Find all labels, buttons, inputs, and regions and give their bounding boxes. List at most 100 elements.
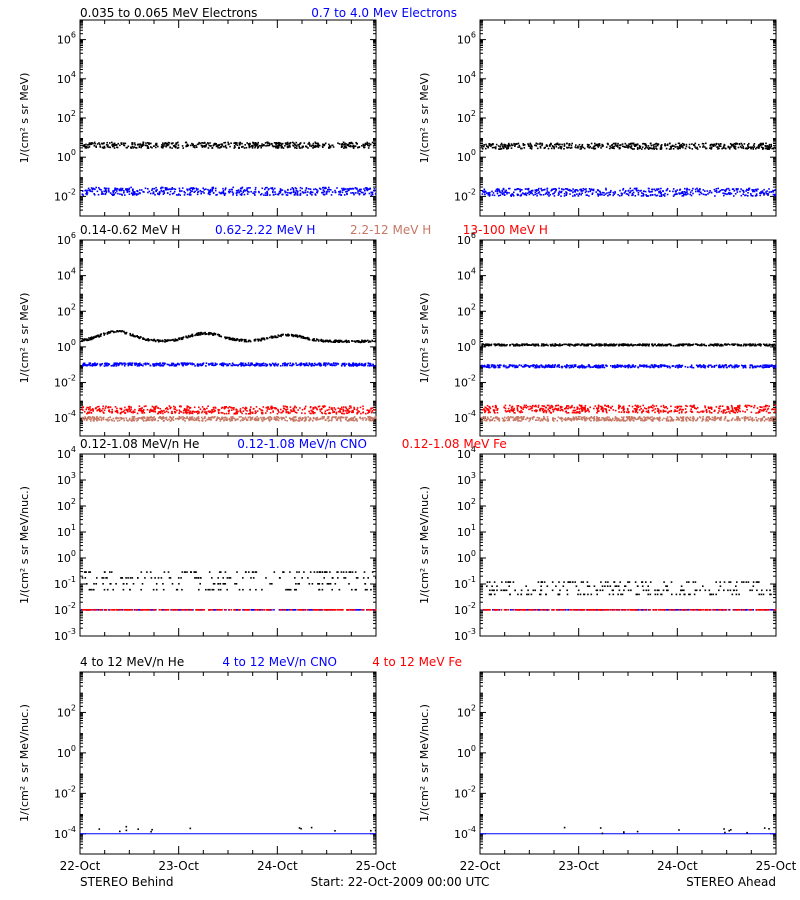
data-point (303, 191, 305, 194)
data-point (233, 147, 236, 149)
data-point (169, 407, 171, 410)
data-point (279, 188, 282, 190)
data-point (362, 405, 364, 408)
data-point (285, 416, 287, 418)
data-point (551, 188, 553, 191)
data-point (161, 417, 164, 420)
data-point (123, 409, 126, 412)
data-point (681, 191, 684, 193)
data-point (133, 362, 136, 365)
data-point (352, 365, 355, 367)
data-point (258, 339, 261, 341)
data-point (184, 411, 187, 414)
data-point (312, 142, 315, 145)
data-point (257, 418, 259, 420)
data-point (545, 145, 548, 147)
data-point (228, 409, 230, 412)
data-point (111, 193, 113, 196)
data-point (233, 407, 235, 409)
data-point (314, 141, 317, 144)
data-point (549, 193, 551, 196)
data-point (541, 144, 543, 147)
data-point (120, 187, 122, 190)
data-point (719, 189, 722, 192)
data-point (702, 189, 705, 191)
data-point (181, 338, 184, 340)
data-point (353, 420, 355, 422)
data-point (86, 364, 88, 366)
data-point (123, 191, 125, 194)
data-point (622, 189, 624, 191)
data-point (353, 145, 356, 148)
data-point (523, 193, 525, 195)
data-point (514, 144, 516, 146)
data-point (333, 364, 336, 367)
data-point (302, 335, 305, 338)
data-point (672, 188, 675, 190)
y-tick-label: 106 (57, 31, 76, 47)
data-point (191, 416, 194, 418)
data-point (81, 193, 84, 195)
data-point (217, 411, 220, 414)
data-point (491, 146, 494, 149)
data-point (368, 192, 371, 195)
data-point (169, 417, 172, 419)
data-point (264, 186, 267, 189)
data-point (742, 193, 744, 195)
data-point (660, 194, 663, 196)
data-point (536, 147, 539, 150)
data-point (321, 191, 323, 194)
data-point (679, 147, 681, 150)
data-point (221, 191, 223, 194)
data-point (345, 363, 348, 365)
data-point (723, 146, 725, 149)
data-point (580, 193, 582, 196)
data-point (307, 338, 309, 341)
data-point (522, 192, 524, 194)
data-point (360, 417, 362, 420)
data-point (266, 186, 268, 189)
data-series (81, 141, 376, 149)
data-point (143, 191, 145, 193)
data-point (197, 334, 200, 336)
data-point (218, 417, 220, 419)
data-point (621, 143, 624, 145)
data-point (689, 191, 692, 193)
data-point (621, 145, 624, 148)
data-point (186, 144, 188, 147)
data-point (660, 195, 663, 197)
data-point (688, 146, 690, 148)
data-point (171, 147, 173, 149)
data-point (200, 192, 202, 195)
data-point (506, 145, 509, 147)
data-point (307, 188, 310, 190)
data-point (261, 412, 264, 415)
data-point (555, 189, 557, 192)
data-point (322, 339, 324, 342)
data-point (578, 193, 580, 196)
data-point (637, 193, 640, 196)
data-point (130, 186, 132, 189)
data-point (747, 192, 749, 194)
data-point (295, 189, 298, 192)
data-point (272, 145, 275, 148)
data-point (194, 418, 197, 421)
data-point (544, 193, 547, 195)
data-point (156, 339, 158, 342)
data-point (531, 146, 533, 148)
data-point (236, 142, 238, 144)
data-point (745, 190, 747, 192)
data-point (222, 363, 225, 365)
data-point (313, 146, 315, 149)
data-point (487, 145, 489, 148)
data-point (682, 195, 685, 197)
data-point (159, 408, 162, 410)
data-point (100, 333, 102, 335)
data-point (322, 341, 325, 343)
data-point (266, 408, 269, 410)
data-point (291, 410, 293, 413)
data-point (126, 189, 128, 192)
data-point (247, 413, 250, 415)
data-point (267, 142, 269, 144)
